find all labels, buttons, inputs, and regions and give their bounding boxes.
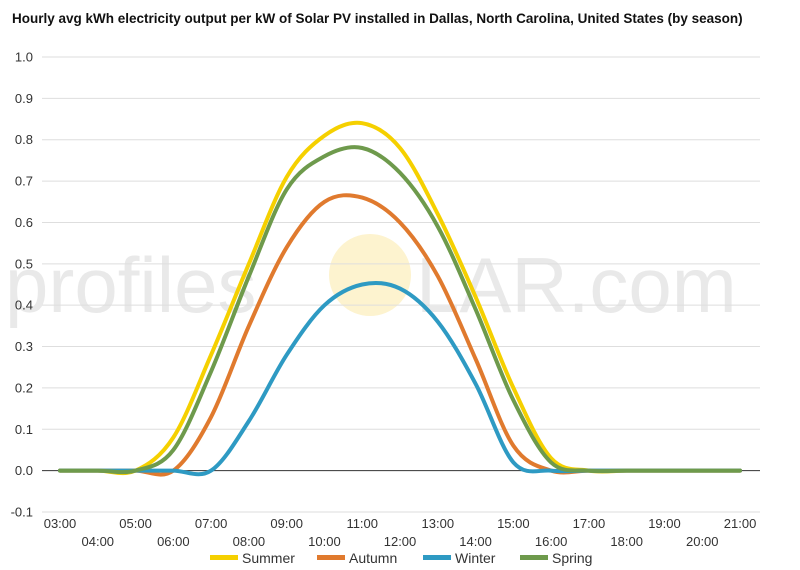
x-tick-label: 05:00	[119, 516, 152, 531]
y-tick-label: 0.1	[15, 422, 33, 437]
legend: Summer Autumn Winter Spring	[210, 550, 592, 566]
x-tick-label: 09:00	[270, 516, 303, 531]
legend-label-summer: Summer	[242, 550, 295, 566]
x-tick-label: 04:00	[82, 534, 115, 549]
legend-swatch-spring	[520, 555, 548, 560]
x-axis: 03:00 04:00 05:00 06:00 07:00 08:00 09:00 10:00…	[44, 516, 757, 549]
x-tick-label: 21:00	[724, 516, 757, 531]
x-tick-label: 17:00	[573, 516, 606, 531]
y-tick-label: 0.2	[15, 380, 33, 395]
x-tick-label: 07:00	[195, 516, 228, 531]
watermark: profiles LAR.com	[5, 234, 737, 329]
series-line-autumn	[58, 193, 742, 477]
y-tick-label: 0.5	[15, 256, 33, 271]
legend-swatch-summer	[210, 555, 238, 560]
x-tick-label: 18:00	[610, 534, 643, 549]
x-tick-label: 19:00	[648, 516, 681, 531]
series-line-spring	[58, 145, 742, 475]
y-tick-label: 0.0	[15, 463, 33, 478]
y-tick-label: 0.9	[15, 91, 33, 106]
y-tick-label: 0.3	[15, 339, 33, 354]
legend-label-winter: Winter	[455, 550, 496, 566]
x-tick-label: 03:00	[44, 516, 77, 531]
y-axis: 1.0 0.9 0.8 0.7 0.6 0.5 0.4 0.3 0.2 0.1 0.0 -0.1	[11, 50, 33, 520]
legend-label-spring: Spring	[552, 550, 592, 566]
watermark-sun-icon	[329, 234, 411, 316]
x-tick-label: 10:00	[308, 534, 341, 549]
y-tick-label: -0.1	[11, 505, 33, 520]
watermark-text-left: profiles	[5, 241, 256, 329]
x-tick-label: 06:00	[157, 534, 190, 549]
chart-title: Hourly avg kWh electricity output per kW…	[12, 11, 743, 26]
y-tick-label: 0.6	[15, 215, 33, 230]
y-tick-label: 0.4	[15, 298, 33, 313]
x-tick-label: 08:00	[233, 534, 266, 549]
x-tick-label: 16:00	[535, 534, 568, 549]
x-tick-label: 15:00	[497, 516, 530, 531]
y-tick-label: 0.8	[15, 132, 33, 147]
x-tick-label: 14:00	[459, 534, 492, 549]
y-tick-label: 0.7	[15, 174, 33, 189]
x-tick-label: 20:00	[686, 534, 719, 549]
legend-swatch-winter	[423, 555, 451, 560]
y-tick-label: 1.0	[15, 50, 33, 65]
x-tick-label: 13:00	[422, 516, 455, 531]
x-tick-label: 12:00	[384, 534, 417, 549]
x-tick-label: 11:00	[346, 516, 378, 531]
series-lines	[58, 120, 742, 477]
legend-swatch-autumn	[317, 555, 345, 560]
legend-label-autumn: Autumn	[349, 550, 397, 566]
